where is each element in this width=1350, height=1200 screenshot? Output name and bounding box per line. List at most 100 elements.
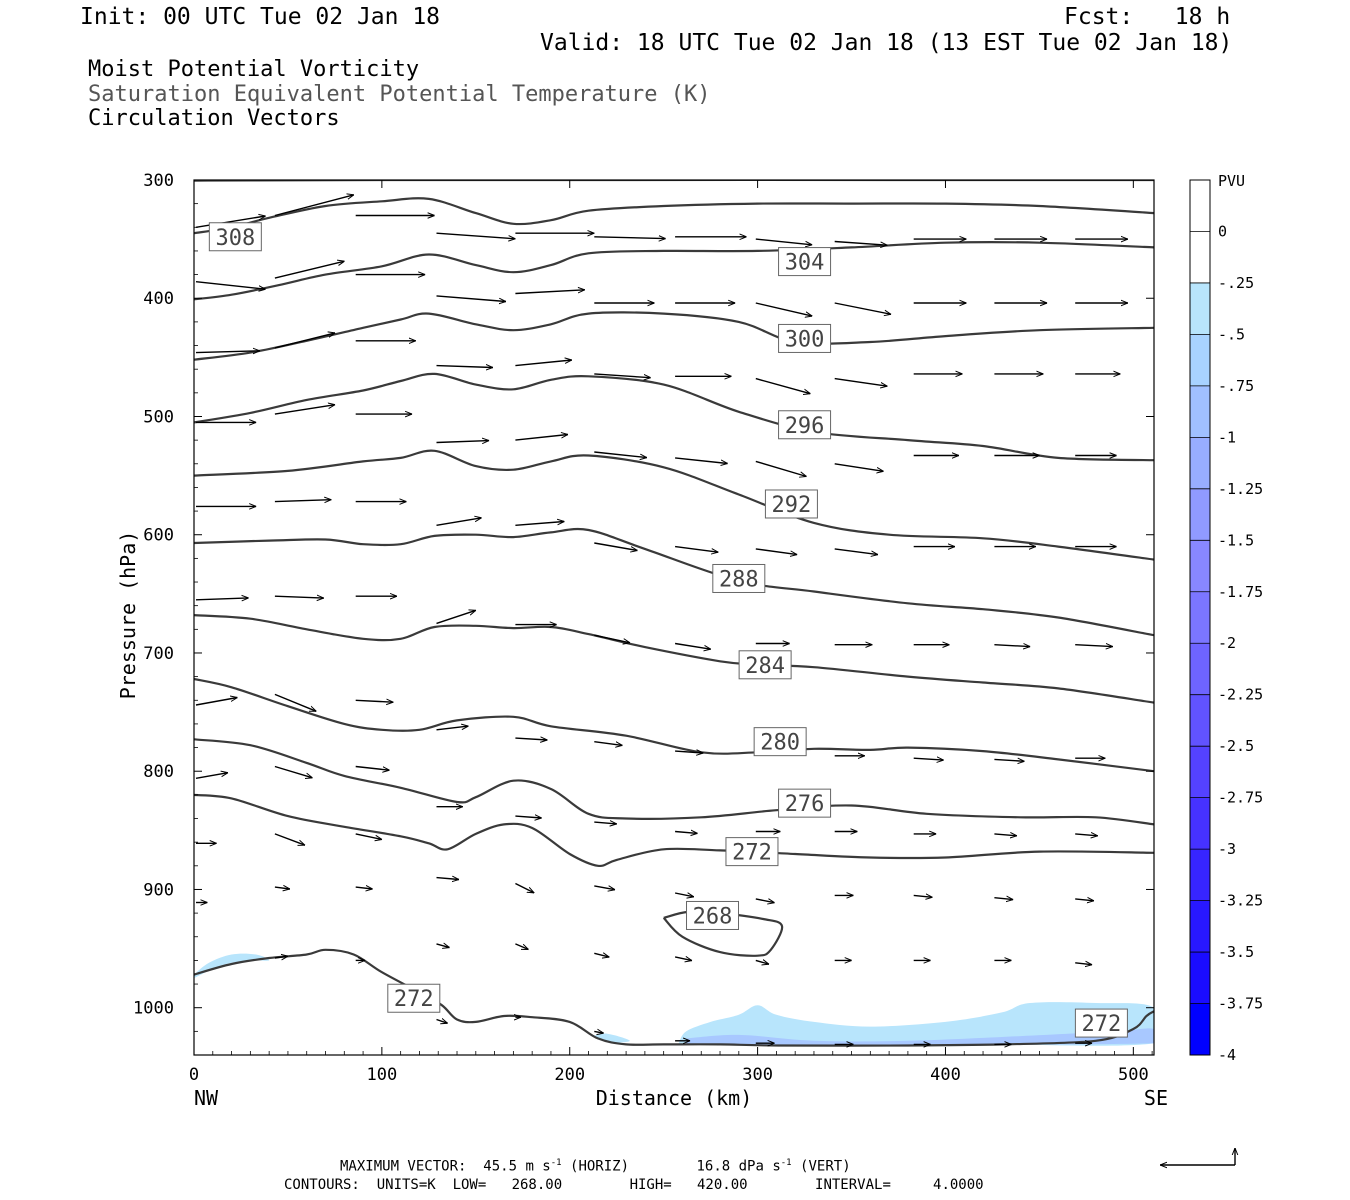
circulation-vector-88 <box>515 816 541 818</box>
y-tick-label-6: 900 <box>143 880 174 900</box>
circulation-vector-82 <box>994 759 1024 761</box>
max-horiz-exp: -1 <box>550 1158 562 1168</box>
circulation-vector-124 <box>594 1031 603 1033</box>
colorbar-segment-2 <box>1190 282 1210 335</box>
contour-line-2 <box>194 241 1154 301</box>
colorbar-label-16: -4 <box>1218 1046 1236 1064</box>
colorbar-segment-6 <box>1190 488 1210 541</box>
pv-shade-region-2 <box>592 1033 630 1044</box>
contour-label-5: 292 <box>772 493 812 518</box>
circulation-vector-103 <box>755 899 775 903</box>
circulation-vector-119 <box>1075 963 1092 965</box>
max-horiz-tag: (HORIZ) <box>570 1158 630 1175</box>
x-axis-label: Distance (km) <box>596 1086 753 1110</box>
colorbar-label-4: -1 <box>1218 428 1236 446</box>
colorbar-segment-3 <box>1190 334 1210 387</box>
circulation-vector-5 <box>594 237 665 239</box>
colorbar-label-0: 0 <box>1218 222 1227 240</box>
contour-label-6: 288 <box>719 567 759 592</box>
pv-shade-region-3 <box>686 1028 1154 1045</box>
contour-label-8: 280 <box>760 731 800 756</box>
circulation-vector-28 <box>515 360 571 367</box>
colorbar-label-3: -.75 <box>1218 377 1254 395</box>
contour-line-10 <box>194 793 1154 868</box>
contour-label-0: 308 <box>215 226 255 251</box>
circulation-vector-41 <box>594 451 647 458</box>
circulation-vector-111 <box>436 944 450 948</box>
colorbar-segment-13 <box>1190 849 1210 902</box>
circulation-vector-40 <box>515 435 568 441</box>
colorbar-label-7: -1.75 <box>1218 583 1263 601</box>
circulation-vector-112 <box>515 943 528 951</box>
circulation-vector-65 <box>594 634 630 643</box>
circulation-vector-105 <box>913 895 933 897</box>
circulation-vector-74 <box>355 700 394 702</box>
colorbar-segment-15 <box>1190 952 1210 1005</box>
colorbar-segment-4 <box>1190 385 1210 438</box>
contour-line-4 <box>194 372 1154 462</box>
y-tick-label-2: 500 <box>143 407 174 427</box>
circulation-vector-61 <box>274 596 324 598</box>
circulation-vector-63 <box>436 610 476 625</box>
circulation-vector-113 <box>594 953 609 957</box>
circulation-vector-24 <box>195 351 260 353</box>
contour-labels: 308 304 300 296 292 288 284 280 276 272 268 272 272 <box>208 222 1128 1038</box>
circulation-vector-94 <box>994 834 1017 836</box>
colorbar-label-5: -1.25 <box>1218 480 1263 498</box>
colorbar-label-8: -2 <box>1218 634 1236 652</box>
contour-label-7: 284 <box>745 654 785 679</box>
circulation-vector-71 <box>1075 645 1113 647</box>
contour-label-9: 276 <box>785 792 825 817</box>
valid-time: Valid: 18 UTC Tue 02 Jan 18 (13 EST Tue … <box>540 30 1233 56</box>
reference-vector-icon <box>1160 1148 1235 1165</box>
circulation-vector-122 <box>436 1020 448 1024</box>
contour-label-11: 268 <box>693 904 733 929</box>
circulation-vector-78 <box>675 751 703 753</box>
contour-label-4: 296 <box>785 414 825 439</box>
contour-line-5 <box>194 449 1154 561</box>
contour-label-box-0 <box>208 222 262 252</box>
circulation-vector-90 <box>675 832 698 834</box>
contour-label-3: 300 <box>785 327 825 352</box>
colorbar-segment-11 <box>1190 746 1210 799</box>
max-vert-tag: (VERT) <box>800 1158 851 1175</box>
circulation-vector-44 <box>834 463 884 472</box>
max-horiz-value: 45.5 m s <box>483 1158 551 1175</box>
title-circulation: Circulation Vectors <box>88 106 340 131</box>
circulation-vector-115 <box>755 960 769 964</box>
contour-line-1 <box>194 197 1154 235</box>
circulation-vector-42 <box>675 457 728 464</box>
plot-frame <box>193 179 1155 1056</box>
y-tick-label-0: 300 <box>143 171 174 191</box>
circulation-vector-49 <box>274 500 331 502</box>
colorbar-segment-9 <box>1190 643 1210 696</box>
circulation-vector-101 <box>594 885 615 890</box>
circulation-vectors <box>195 195 1128 1045</box>
circulation-vector-97 <box>274 833 305 846</box>
contour-label-box-11 <box>686 900 740 930</box>
colorbar-segment-10 <box>1190 694 1210 747</box>
circulation-vector-43 <box>755 460 807 476</box>
contour-label-box-13 <box>1074 1008 1128 1038</box>
title-pv: Moist Potential Vorticity <box>88 57 420 82</box>
colorbar-segment-8 <box>1190 591 1210 644</box>
contour-line-9 <box>194 738 1154 826</box>
circulation-vector-84 <box>195 773 228 779</box>
colorbar-title: PVU <box>1218 172 1245 190</box>
circulation-vector-39 <box>436 441 490 443</box>
circulation-vector-12 <box>195 281 266 290</box>
colorbar-label-13: -3.25 <box>1218 892 1263 910</box>
circulation-vector-1 <box>274 195 354 217</box>
contour-label-2: 304 <box>785 251 825 276</box>
circulation-vector-110 <box>355 887 373 889</box>
pv-shading-layer <box>194 953 1154 1046</box>
circulation-vector-73 <box>274 693 316 712</box>
contour-label-box-4 <box>778 410 832 440</box>
circulation-vector-37 <box>274 405 335 415</box>
init-time: Init: 00 UTC Tue 02 Jan 18 <box>80 4 441 30</box>
y-tick-label-4: 700 <box>143 644 174 664</box>
x-tick-label-3: 300 <box>742 1065 773 1085</box>
circulation-vector-75 <box>436 726 469 731</box>
circulation-vector-27 <box>436 366 493 368</box>
